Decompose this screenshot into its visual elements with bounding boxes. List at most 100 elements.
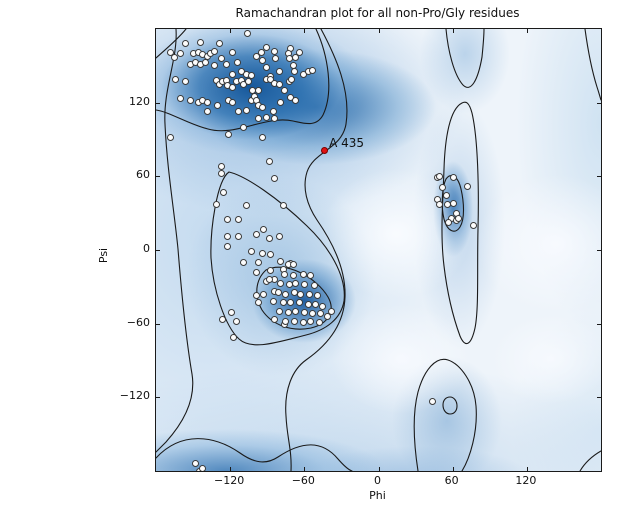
data-point: [292, 96, 300, 104]
axis-tick: [597, 250, 601, 251]
data-point: [167, 48, 175, 56]
data-point: [314, 291, 322, 299]
data-point: [199, 465, 207, 471]
axis-tick: [304, 29, 306, 33]
contour-line: [156, 29, 194, 453]
plot-area: [155, 28, 602, 472]
contour-line: [156, 29, 330, 132]
data-point: [245, 78, 253, 86]
data-point: [258, 57, 266, 65]
data-point: [269, 298, 277, 306]
data-point: [292, 307, 300, 315]
data-point: [435, 172, 443, 180]
data-point: [177, 95, 185, 103]
data-point: [204, 99, 212, 107]
data-point: [255, 86, 263, 94]
data-point: [435, 201, 443, 209]
contour-line: [210, 171, 345, 346]
data-point: [215, 40, 223, 48]
data-point: [266, 158, 274, 166]
data-point: [262, 113, 270, 121]
data-point: [255, 299, 263, 307]
data-point: [229, 70, 237, 78]
data-point: [266, 275, 274, 283]
data-point: [240, 258, 248, 266]
x-tick-label: −120: [214, 474, 245, 487]
data-point: [182, 40, 190, 48]
y-tick-label: −120: [119, 389, 150, 403]
data-point: [260, 225, 268, 233]
data-point: [290, 317, 298, 325]
data-point: [262, 43, 270, 51]
data-point: [328, 307, 336, 315]
data-point: [234, 58, 242, 66]
data-point: [252, 268, 260, 276]
data-point: [235, 107, 243, 115]
data-point: [222, 61, 230, 69]
y-tick-label: −60: [126, 315, 150, 329]
data-point: [171, 53, 179, 61]
axis-tick: [378, 29, 380, 33]
data-point: [309, 67, 317, 75]
contour-line: [156, 29, 187, 59]
data-point: [214, 101, 222, 109]
axis-tick: [597, 176, 601, 178]
data-point: [272, 54, 280, 62]
data-point: [227, 309, 235, 317]
data-point: [218, 54, 225, 62]
data-point: [258, 250, 266, 258]
data-point: [300, 280, 308, 288]
data-point: [279, 299, 287, 307]
data-point: [305, 290, 313, 298]
data-point: [276, 80, 284, 88]
axis-tick: [526, 29, 528, 33]
data-point: [307, 317, 314, 325]
data-point: [210, 62, 218, 70]
data-point: [218, 163, 225, 170]
data-point: [315, 318, 323, 326]
data-point: [219, 316, 227, 324]
data-point: [257, 48, 265, 56]
data-point: [271, 175, 279, 183]
axis-tick: [597, 397, 601, 399]
data-point: [258, 133, 266, 141]
data-point: [201, 58, 209, 66]
data-point: [288, 75, 296, 83]
contour-line: [442, 396, 458, 415]
x-tick-label: 0: [374, 474, 381, 487]
data-point: [277, 279, 285, 287]
data-point: [310, 282, 318, 290]
data-point: [439, 183, 447, 191]
data-point: [224, 242, 232, 250]
data-point: [167, 133, 175, 141]
data-point: [269, 107, 277, 115]
axis-tick: [597, 323, 601, 325]
data-point: [470, 221, 478, 229]
data-point: [450, 174, 458, 182]
axis-tick: [378, 467, 380, 471]
data-point: [242, 202, 250, 210]
data-point: [260, 290, 268, 298]
data-point: [225, 131, 233, 139]
contour-line: [441, 101, 479, 345]
x-tick-label: 60: [444, 474, 459, 487]
data-point: [295, 48, 303, 56]
data-point: [267, 267, 275, 275]
axis-tick: [230, 467, 232, 471]
data-point: [218, 170, 225, 178]
data-point: [450, 199, 458, 207]
contour-line: [579, 450, 601, 471]
data-point: [319, 302, 327, 310]
data-point: [252, 230, 260, 238]
axis-tick: [230, 29, 232, 33]
x-tick-label: −60: [291, 474, 315, 487]
data-point: [224, 232, 232, 240]
axis-tick: [526, 467, 528, 471]
data-point: [290, 68, 298, 76]
data-point: [276, 307, 284, 315]
data-point: [282, 317, 290, 325]
data-point: [210, 47, 218, 55]
data-point: [279, 202, 287, 210]
axis-tick: [156, 250, 160, 251]
